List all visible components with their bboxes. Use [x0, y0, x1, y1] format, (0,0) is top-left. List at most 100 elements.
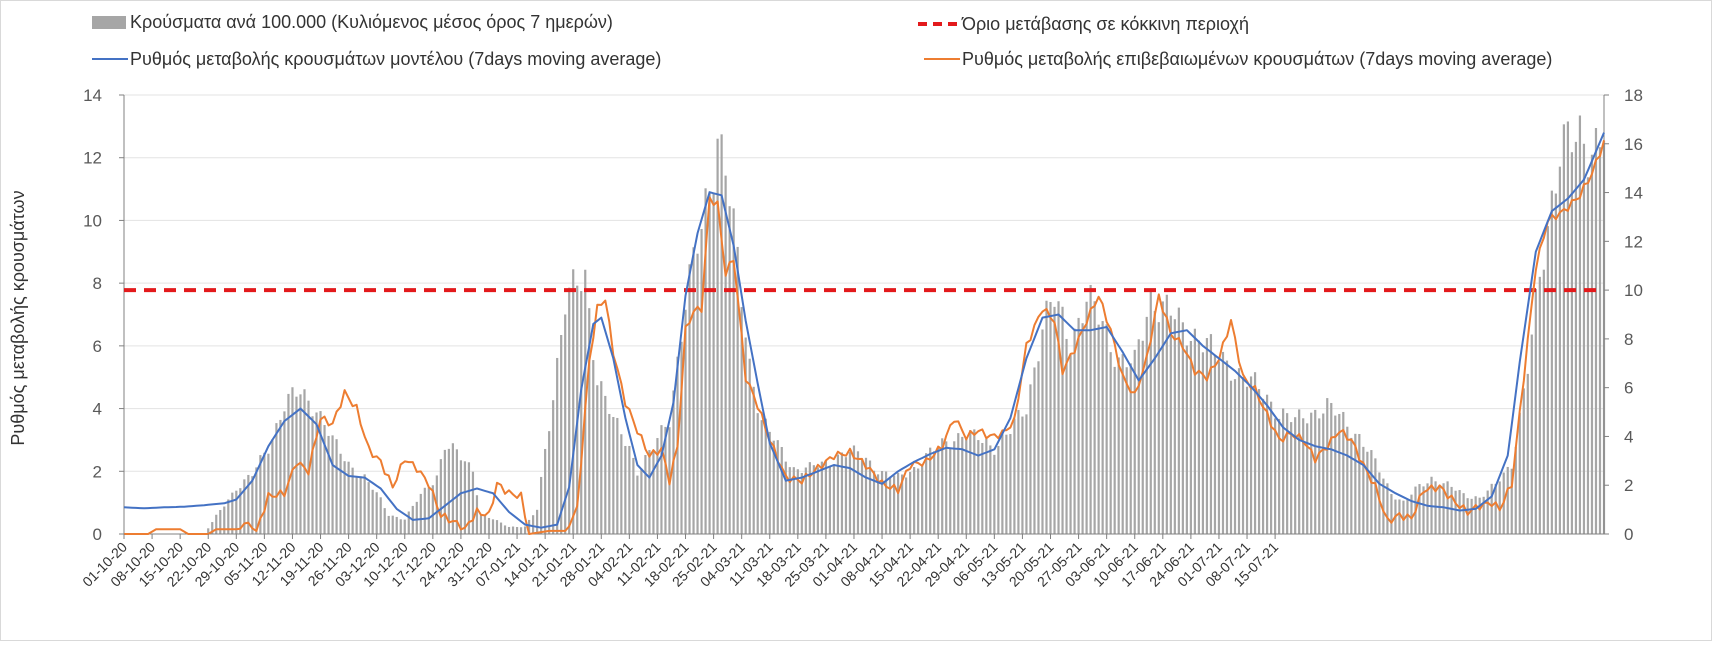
y-left-tick-label: 2: [93, 462, 102, 481]
bar: [363, 474, 366, 534]
bar: [632, 457, 635, 534]
y-left-tick-label: 4: [93, 400, 102, 419]
bar: [335, 439, 338, 534]
y-left-tick-label: 10: [83, 211, 102, 230]
bar: [732, 208, 735, 535]
bar: [909, 471, 912, 534]
bar: [1382, 478, 1385, 534]
bar: [1270, 401, 1273, 534]
bar: [1402, 500, 1405, 534]
bar: [1462, 493, 1465, 534]
bar: [1554, 193, 1557, 534]
bar: [568, 287, 571, 534]
bar: [1566, 121, 1570, 535]
bar: [1177, 307, 1180, 534]
bar: [688, 264, 691, 534]
bar: [596, 385, 599, 534]
bar: [1069, 354, 1072, 534]
bar: [696, 253, 699, 535]
bar: [720, 134, 723, 535]
bar: [804, 467, 807, 534]
bar: [1261, 398, 1265, 534]
bar: [748, 358, 751, 534]
y-left-tick-label: 8: [93, 274, 102, 293]
bar: [1041, 329, 1044, 534]
bar: [1434, 481, 1437, 534]
y-axis-left-ticks: 0 2 4 6 8 10 12 14: [83, 86, 124, 544]
bar: [1314, 409, 1317, 534]
bar: [443, 449, 446, 534]
bar: [1478, 497, 1481, 534]
bar: [1097, 324, 1100, 534]
bar: [816, 467, 819, 534]
bar: [507, 526, 511, 534]
bar: [1213, 354, 1217, 534]
bar: [255, 467, 258, 534]
bar: [1117, 357, 1120, 534]
bar: [1045, 300, 1048, 534]
y-axis-left-title: Ρυθμός μεταβολής κρουσμάτων: [8, 190, 28, 445]
bar: [1326, 398, 1329, 534]
bar: [315, 412, 318, 534]
bar: [375, 492, 378, 534]
bar: [1278, 418, 1281, 534]
bar: [1558, 166, 1561, 534]
y-right-tick-label: 16: [1624, 135, 1643, 154]
bar: [355, 476, 358, 534]
bar: [985, 439, 988, 534]
bar: [880, 471, 884, 534]
bar: [219, 510, 222, 534]
bar: [475, 495, 479, 534]
bar: [1185, 345, 1188, 534]
bar: [600, 381, 603, 534]
bar: [427, 487, 430, 534]
bar: [1538, 276, 1541, 534]
bar: [636, 475, 639, 534]
bar: [917, 468, 920, 534]
bar: [905, 477, 908, 534]
bar: [1586, 177, 1590, 535]
bar: [772, 440, 775, 534]
bar: [331, 435, 334, 534]
bar: [499, 522, 503, 534]
bar: [1145, 316, 1148, 534]
bar: [921, 465, 924, 534]
bar: [1530, 334, 1533, 534]
bar: [896, 472, 900, 534]
bar: [981, 442, 984, 534]
bar: [624, 445, 627, 534]
bar: [455, 449, 458, 534]
bar: [548, 431, 551, 534]
legend-label-bars: Κρούσματα ανά 100.000 (Κυλιόμενος μέσος …: [130, 12, 613, 32]
bar: [648, 450, 651, 534]
bar: [1001, 434, 1004, 534]
bar: [247, 474, 250, 534]
bar: [1378, 472, 1381, 534]
y-right-tick-label: 14: [1624, 184, 1643, 203]
bar: [1582, 143, 1586, 534]
bar: [1057, 301, 1060, 534]
bar: [1085, 301, 1088, 534]
bar: [451, 443, 454, 534]
bar: [608, 413, 611, 534]
bar-series-cases: [207, 115, 1606, 535]
bar: [495, 520, 499, 534]
bar: [1274, 418, 1277, 534]
bar: [800, 472, 803, 534]
bar: [1153, 311, 1156, 534]
bar: [1466, 498, 1469, 534]
bar: [1418, 484, 1421, 534]
bar: [471, 471, 475, 534]
bar: [387, 515, 390, 534]
bar: [532, 515, 535, 534]
bar: [1101, 321, 1104, 534]
bar: [792, 467, 795, 534]
bar: [207, 528, 210, 534]
bar: [604, 395, 607, 534]
bar: [1522, 388, 1525, 534]
bar: [351, 467, 354, 534]
bar: [371, 489, 374, 534]
bar: [660, 425, 663, 534]
bar: [1598, 147, 1602, 535]
bar: [868, 460, 872, 534]
